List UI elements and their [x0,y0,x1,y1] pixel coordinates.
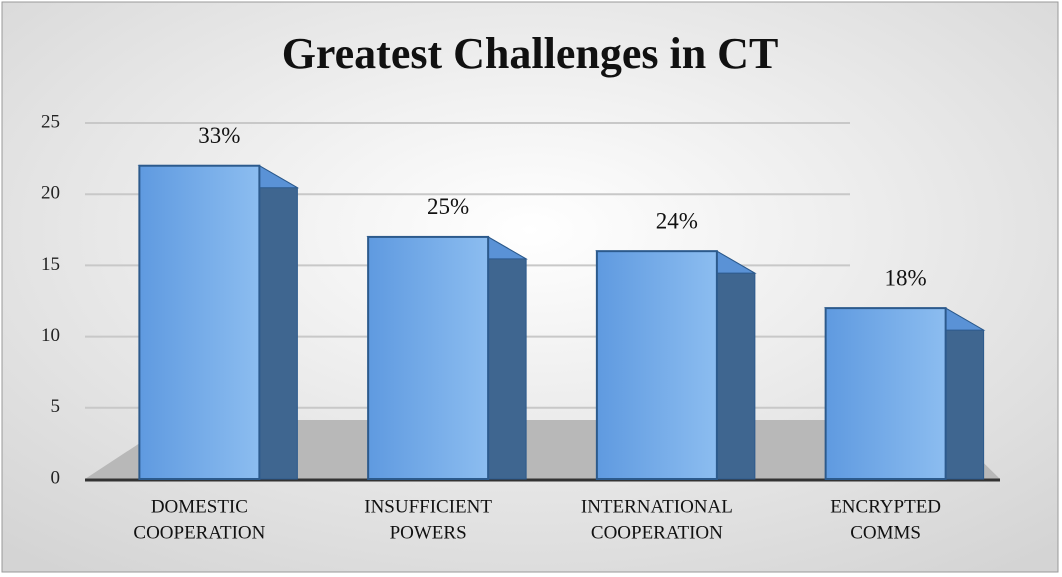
y-tick-label: 20 [41,183,60,204]
bar [824,307,947,480]
y-tick-label: 15 [41,254,60,275]
x-tick-label: COOPERATION [591,522,723,543]
x-tick-label: DOMESTIC [151,496,248,517]
percent-label: 18% [885,265,927,290]
bar [595,250,718,480]
bar [138,164,261,480]
x-tick-label: ENCRYPTED [830,496,941,517]
bar-side [487,236,527,480]
bar-side [716,250,756,480]
percent-label: 25% [427,194,469,219]
x-tick-label: COOPERATION [133,522,265,543]
x-tick-label: POWERS [390,522,467,543]
percent-label: 33% [198,123,240,148]
chart-title: Greatest Challenges in CT [282,29,779,78]
x-tick-label: INTERNATIONAL [581,496,733,517]
bar [367,235,490,480]
y-tick-label: 25 [41,111,60,132]
y-tick-label: 0 [51,467,61,488]
percent-label: 24% [656,208,698,233]
bar-side [945,307,985,480]
floor [85,420,1000,479]
y-tick-label: 5 [51,396,61,417]
bar-side [258,164,298,480]
x-tick-label: INSUFFICIENT [364,496,492,517]
y-tick-label: 10 [41,325,60,346]
x-tick-label: COMMS [850,522,921,543]
